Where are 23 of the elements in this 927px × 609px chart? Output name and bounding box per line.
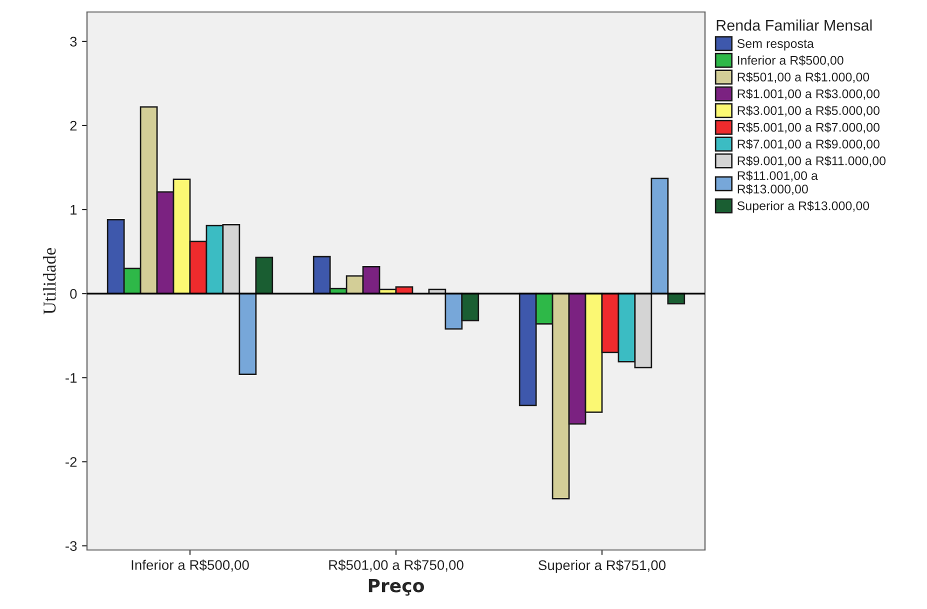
- y-tick-label: -3: [66, 541, 77, 551]
- y-axis-title: Utilidade: [43, 248, 56, 314]
- legend-label: R$9.001,00 a R$11.000,00: [738, 156, 886, 167]
- legend-label: R$501,00 a R$1.000,00: [738, 72, 870, 83]
- y-tick-label: 3: [70, 36, 77, 47]
- legend-label: Sem resposta: [737, 39, 814, 50]
- y-tick-label: 2: [70, 120, 77, 131]
- y-tick-label: -1: [66, 373, 77, 383]
- legend-label: R$7.001,00 a R$9.000,00: [738, 139, 880, 150]
- x-tick-label: Superior a R$751,00: [538, 560, 666, 573]
- x-tick-label: Inferior a R$500,00: [132, 560, 249, 572]
- legend-label: Superior a R$13.000,00: [737, 200, 870, 213]
- legend-label: R$1.001,00 a R$3.000,00: [738, 88, 880, 100]
- legend-label: Inferior a R$500,00: [738, 55, 844, 66]
- y-tick-label: -2: [66, 457, 77, 467]
- y-tick-label: 1: [70, 205, 77, 215]
- legend-title: Renda Familiar Mensal: [716, 20, 872, 31]
- legend-label: R$5.001,00 a R$7.000,00: [738, 122, 880, 134]
- x-axis-title: Preço: [368, 579, 424, 596]
- y-tick-label: 0: [70, 288, 77, 299]
- x-tick-label: R$501,00 a R$750,00: [329, 560, 464, 572]
- legend-label: R$3.001,00 a R$5.000,00: [738, 106, 880, 116]
- legend-label: R$11.001,00 a R$13.000,00: [738, 170, 818, 195]
